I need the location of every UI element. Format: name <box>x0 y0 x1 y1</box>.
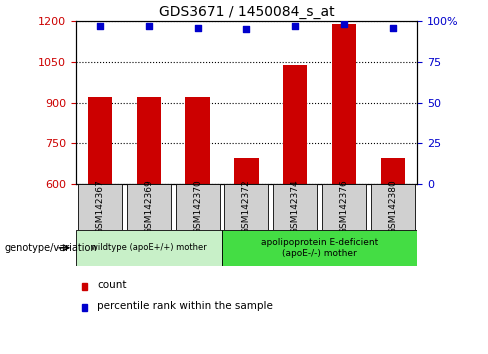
Bar <box>381 158 405 184</box>
Text: count: count <box>97 280 126 290</box>
Bar <box>76 230 222 266</box>
Text: GSM142372: GSM142372 <box>242 180 251 234</box>
Point <box>340 22 348 27</box>
Text: GSM142380: GSM142380 <box>388 180 397 234</box>
Bar <box>322 184 366 230</box>
Text: GSM142367: GSM142367 <box>96 180 104 234</box>
Bar <box>82 304 87 311</box>
Point <box>145 23 153 29</box>
Bar <box>137 97 161 184</box>
Text: wildtype (apoE+/+) mother: wildtype (apoE+/+) mother <box>91 243 207 252</box>
Bar <box>78 184 122 230</box>
Bar <box>332 24 356 184</box>
Text: percentile rank within the sample: percentile rank within the sample <box>97 301 273 311</box>
Text: GSM142374: GSM142374 <box>291 180 300 234</box>
Text: genotype/variation: genotype/variation <box>5 243 98 253</box>
Bar <box>88 97 112 184</box>
Bar <box>234 158 259 184</box>
Text: apolipoprotein E-deficient
(apoE-/-) mother: apolipoprotein E-deficient (apoE-/-) mot… <box>261 238 378 257</box>
Bar <box>185 97 210 184</box>
Bar <box>273 184 317 230</box>
Bar <box>371 184 415 230</box>
Point <box>389 25 397 30</box>
Point <box>96 23 104 29</box>
Point <box>291 23 299 29</box>
Bar <box>176 184 220 230</box>
Bar <box>82 284 87 290</box>
Point <box>194 25 202 30</box>
Text: GSM142370: GSM142370 <box>193 180 202 234</box>
Bar <box>224 184 268 230</box>
Title: GDS3671 / 1450084_s_at: GDS3671 / 1450084_s_at <box>159 5 334 19</box>
Bar <box>283 65 307 184</box>
Bar <box>222 230 417 266</box>
Point <box>243 27 250 32</box>
Bar <box>127 184 171 230</box>
Text: GSM142369: GSM142369 <box>144 180 153 234</box>
Text: GSM142376: GSM142376 <box>340 180 348 234</box>
